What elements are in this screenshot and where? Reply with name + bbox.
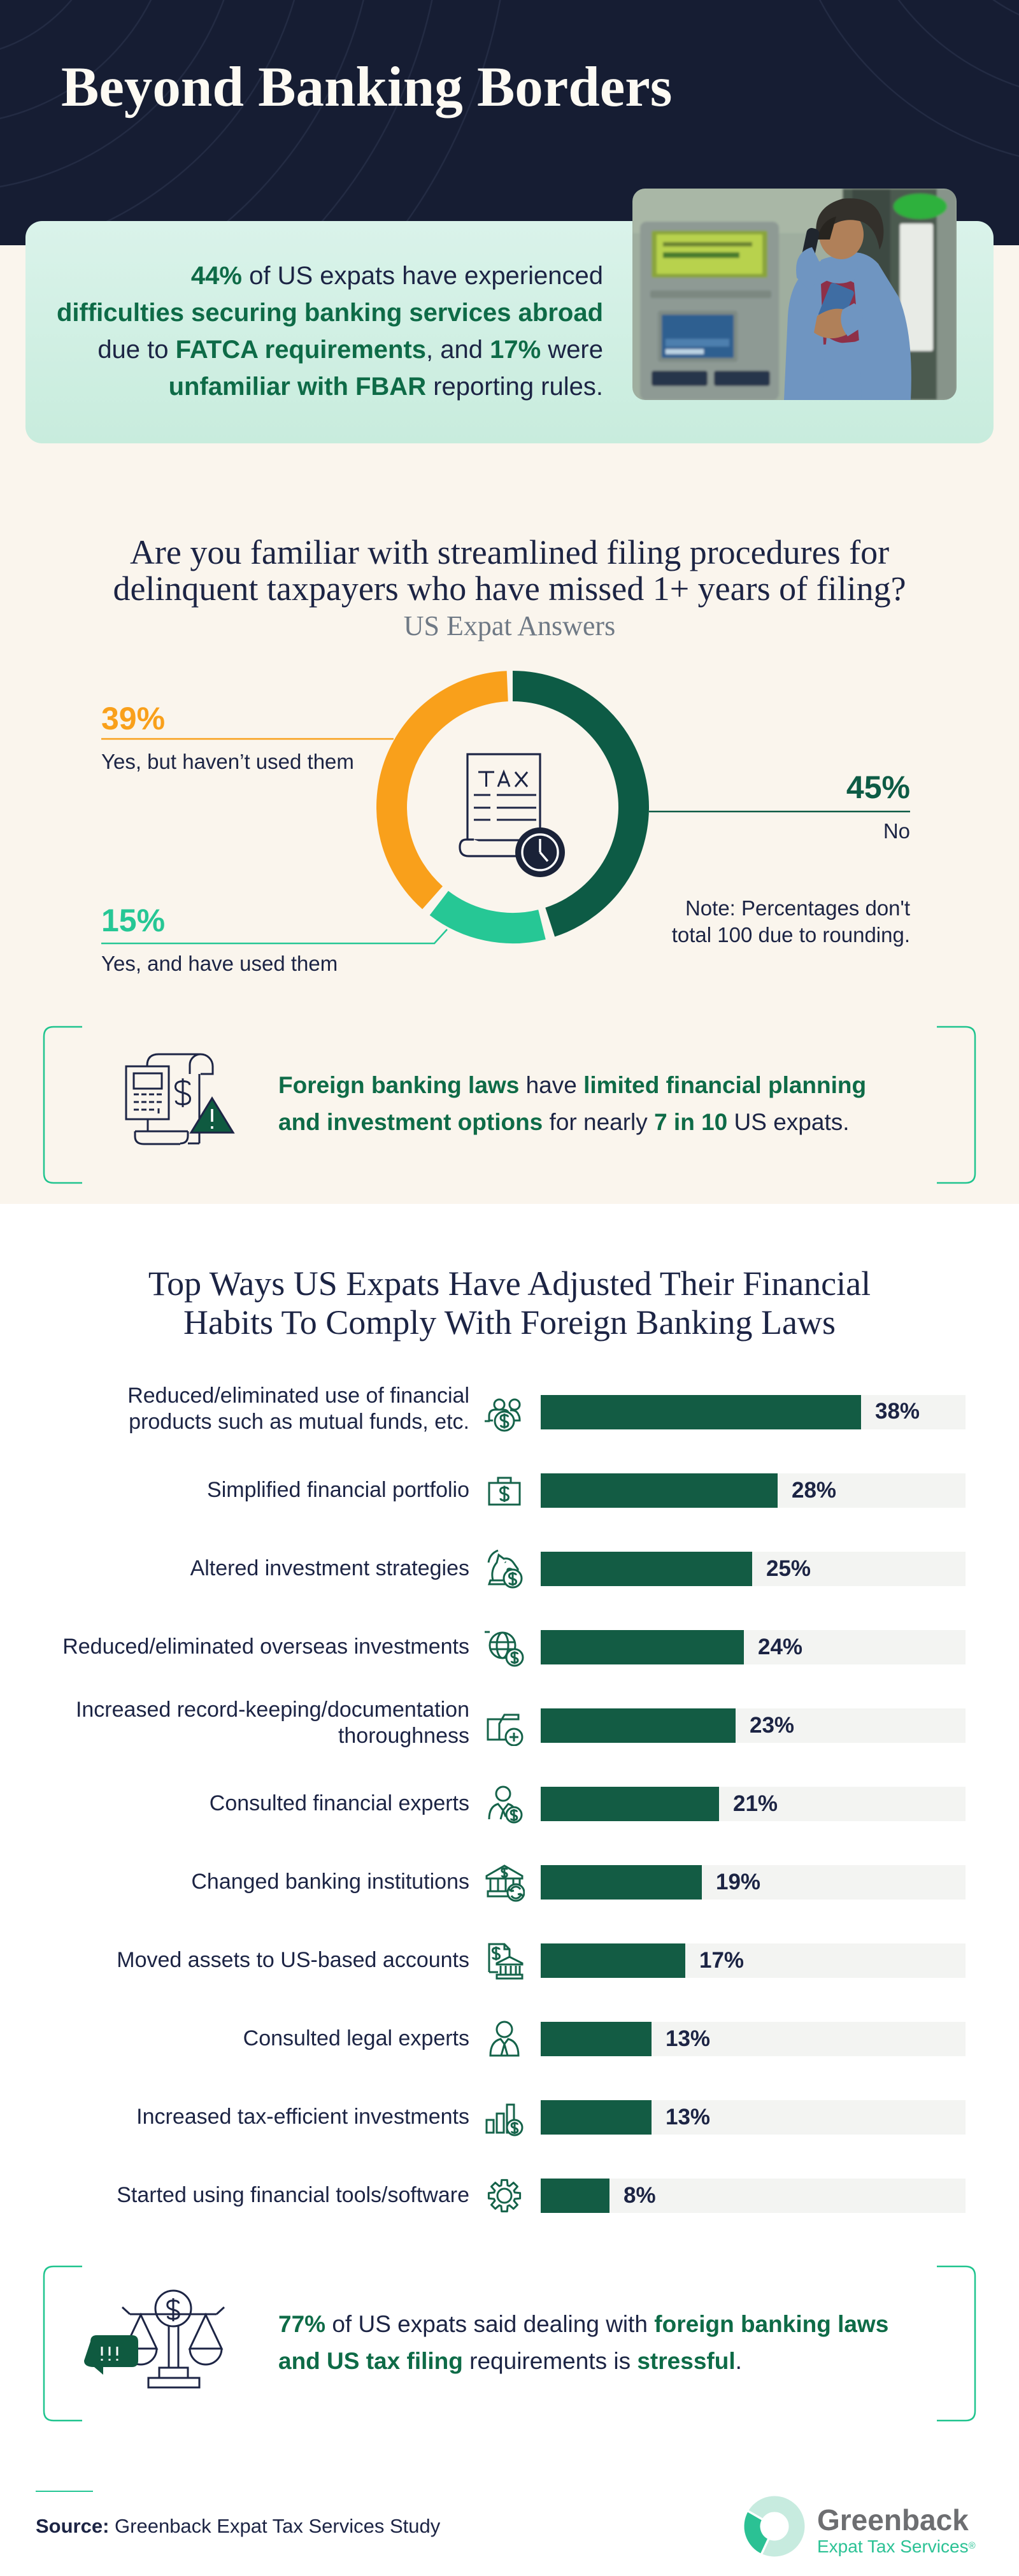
svg-text:Greenback: Greenback <box>817 2503 969 2537</box>
svg-text:Expat Tax Services®: Expat Tax Services® <box>817 2537 976 2556</box>
